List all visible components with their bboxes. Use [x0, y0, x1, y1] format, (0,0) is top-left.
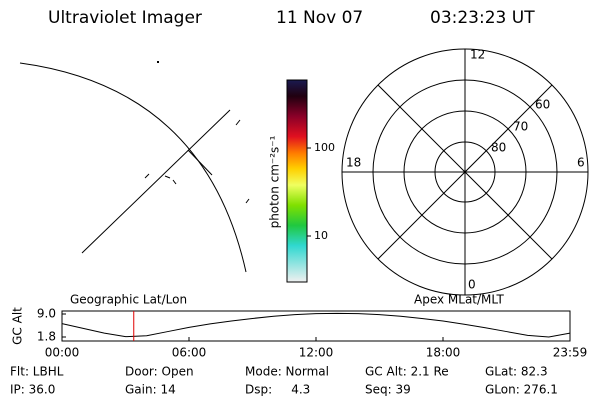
mlt-label: 6: [577, 156, 585, 170]
speck: [157, 61, 159, 63]
status-field: IP: 36.0: [10, 383, 55, 397]
x-tick-label: 18:00: [426, 346, 461, 360]
y-axis-label: GC Alt: [11, 307, 25, 345]
mlt-label: 0: [468, 278, 476, 292]
colorbar-tick-label: 10: [314, 229, 328, 242]
instrument: Ultraviolet Imager: [48, 8, 202, 28]
polar-spoke: [377, 84, 553, 260]
altitude-plot: Geographic Lat/Lon Apex MLat/MLT GC Alt …: [11, 293, 588, 360]
mlt-label: 12: [470, 48, 485, 62]
image-panel: [19, 61, 250, 273]
status-field: Flt: LBHL: [10, 365, 64, 379]
status-field: Gain: 14: [125, 383, 176, 397]
x-tick-label: 06:00: [172, 346, 207, 360]
date: 11 Nov 07: [276, 8, 363, 28]
x-tick-label: 00:00: [45, 346, 80, 360]
polar-plot: 12 6 0 18 60 70 80: [341, 48, 589, 296]
mlt-label: 18: [346, 156, 361, 170]
speck: [144, 173, 150, 179]
status-panel: Flt: LBHL Door: Open Mode: Normal GC Alt: 2…: [10, 365, 558, 397]
speck: [245, 198, 250, 204]
altitude-curve: [61, 312, 571, 338]
earth-limb: [19, 62, 247, 273]
speck: [164, 175, 171, 179]
status-field: GLat: 82.3: [485, 365, 548, 379]
speck: [235, 119, 241, 126]
x-tick-label: 12:00: [299, 346, 334, 360]
status-field: Door: Open: [125, 365, 194, 379]
right-label: Apex MLat/MLT: [414, 293, 504, 307]
time: 03:23:23 UT: [430, 8, 535, 28]
status-field: Mode: Normal: [245, 365, 329, 379]
colorbar-scale: [286, 79, 308, 283]
left-label: Geographic Lat/Lon: [70, 293, 187, 307]
status-field: Dsp: 4.3: [245, 383, 310, 397]
y-tick-label: 9.0: [37, 307, 56, 321]
colorbar-tick-label: 100: [314, 141, 335, 154]
x-tick-label: 23:59: [553, 346, 588, 360]
lat-label: 70: [513, 120, 528, 134]
status-field: Seq: 39: [365, 383, 411, 397]
lat-label: 80: [491, 141, 506, 155]
grid-line: [81, 109, 231, 254]
colorbar-label: photon cm⁻²s⁻¹: [268, 135, 282, 228]
grid-line: [187, 149, 213, 176]
lat-label: 60: [535, 98, 550, 112]
speck: [172, 179, 177, 185]
status-field: GLon: 276.1: [485, 383, 558, 397]
colorbar: 100 10 photon cm⁻²s⁻¹: [268, 79, 335, 283]
y-tick-label: 1.8: [37, 330, 56, 344]
status-field: GC Alt: 2.1 Re: [365, 365, 449, 379]
